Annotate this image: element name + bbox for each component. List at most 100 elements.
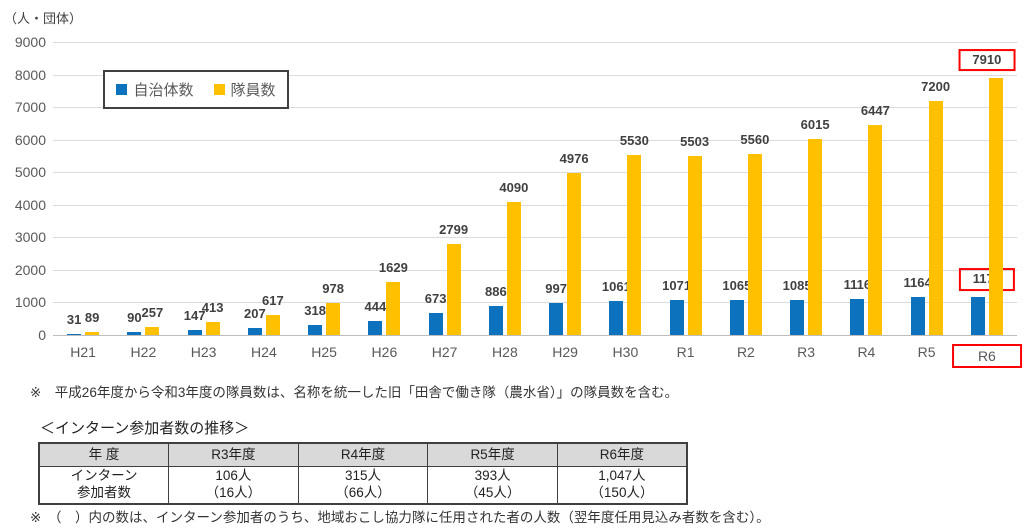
- gridline-8000: [53, 74, 1017, 76]
- y-axis-tick-1000: 1000: [14, 294, 46, 311]
- x-axis-tick-H25: H25: [311, 344, 337, 360]
- bar-label-members-H28: 4090: [499, 179, 529, 195]
- x-axis-tick-H29: H29: [552, 344, 578, 360]
- intern-table-title: ＜インターン参加者数の推移＞: [40, 420, 250, 437]
- gridline-9000: [53, 42, 1017, 43]
- chart-legend: 自治体数 隊員数: [103, 70, 289, 109]
- legend-label-members: 隊員数: [230, 82, 276, 99]
- intern-table-header-r6: R6年度: [556, 442, 688, 467]
- bar-label-members-H21: 89: [84, 310, 100, 326]
- bar-label-members-R3: 6015: [800, 117, 830, 133]
- y-axis-tick-7000: 7000: [14, 99, 46, 116]
- legend-label-municipalities: 自治体数: [133, 82, 194, 99]
- gridline-5000: [53, 172, 1017, 174]
- bar-municipalities-H22: [127, 332, 142, 335]
- bar-label-municipalities-H30: 1061: [601, 278, 631, 294]
- x-axis-tick-H26: H26: [371, 344, 398, 360]
- gridline-7000: [53, 107, 1017, 109]
- bar-members-H22: [145, 326, 160, 335]
- intern-table-cell-r3: 106人 （16人）: [168, 466, 299, 505]
- x-axis-tick-R3: R3: [797, 344, 816, 360]
- bar-members-R6: [988, 77, 1003, 335]
- bar-municipalities-H21: [67, 334, 82, 335]
- bar-municipalities-H29: [549, 302, 564, 335]
- x-axis-tick-R6: R6: [951, 344, 1022, 368]
- bar-label-municipalities-H25: 318: [304, 302, 326, 318]
- intern-table-header-year: 年 度: [38, 442, 170, 467]
- bar-members-H28: [506, 201, 521, 335]
- y-axis-tick-6000: 6000: [14, 131, 46, 148]
- bar-members-H29: [567, 173, 582, 335]
- bar-members-H24: [265, 314, 280, 335]
- bar-label-municipalities-R6: 1176: [958, 267, 1015, 291]
- bar-label-municipalities-R4: 1116: [843, 276, 872, 292]
- bar-label-members-H26: 1629: [378, 260, 408, 276]
- bar-municipalities-R6: [970, 296, 985, 335]
- bar-label-members-R6: 7910: [958, 48, 1016, 72]
- x-axis-tick-H27: H27: [431, 344, 458, 360]
- bar-municipalities-H30: [609, 300, 624, 335]
- intern-table-data-row: インターン 参加者数 106人 （16人） 315人 （66人） 393人 （4…: [38, 466, 688, 505]
- bar-members-R1: [687, 155, 702, 335]
- x-axis-tick-R4: R4: [857, 344, 876, 360]
- y-axis-unit-label: （人・団体）: [4, 11, 83, 26]
- bar-members-H25: [326, 303, 341, 335]
- bar-municipalities-R4: [850, 298, 865, 335]
- x-axis-tick-H30: H30: [612, 344, 639, 360]
- y-axis-tick-5000: 5000: [14, 164, 46, 181]
- intern-table-header-row: 年 度 R3年度 R4年度 R5年度 R6年度: [38, 442, 688, 467]
- x-axis-tick-H28: H28: [492, 344, 518, 360]
- y-axis-tick-9000: 9000: [14, 34, 46, 50]
- bar-label-municipalities-H27: 673: [424, 291, 447, 307]
- bar-label-municipalities-H29: 997: [545, 280, 567, 296]
- x-axis-tick-R2: R2: [736, 344, 755, 360]
- y-axis-tick-3000: 3000: [14, 229, 46, 246]
- bar-label-municipalities-R3: 1085: [782, 277, 812, 293]
- x-axis-tick-H22: H22: [130, 344, 157, 360]
- intern-table-header-r3: R3年度: [168, 442, 299, 467]
- bar-municipalities-H27: [428, 313, 443, 335]
- y-axis-tick-8000: 8000: [14, 66, 46, 83]
- bar-label-members-H29: 4976: [559, 151, 589, 167]
- intern-table-cell-r6: 1,047人 （150人）: [556, 466, 688, 505]
- table-footnote: ※ （ ）内の数は、インターン参加者のうち、地域おこし協力隊に任用された者の人数…: [30, 510, 770, 525]
- gridline-4000: [53, 204, 1017, 206]
- bar-label-municipalities-H24: 207: [244, 306, 266, 322]
- chart-footnote: ※ 平成26年度から令和3年度の隊員数は、名称を統一した旧「田舎で働き隊（農水省…: [30, 385, 679, 400]
- bar-label-municipalities-H21: 31: [66, 312, 82, 328]
- bar-label-members-H30: 5530: [619, 133, 649, 149]
- x-axis-tick-R1: R1: [676, 344, 695, 360]
- gridline-0: [53, 335, 1017, 336]
- legend-item-municipalities: 自治体数: [116, 79, 194, 100]
- intern-table-header-r5: R5年度: [427, 442, 558, 467]
- y-axis-tick-4000: 4000: [14, 196, 46, 213]
- bar-members-R4: [868, 125, 883, 335]
- bar-members-H26: [386, 282, 401, 335]
- bar-label-municipalities-R1: 1071: [662, 278, 692, 294]
- bar-label-members-R2: 5560: [740, 132, 770, 148]
- bar-municipalities-R2: [729, 300, 744, 335]
- gridline-1000: [53, 302, 1017, 304]
- bar-label-members-H25: 978: [322, 281, 344, 297]
- bar-label-municipalities-H28: 886: [485, 284, 507, 300]
- bar-label-municipalities-H26: 444: [364, 298, 387, 314]
- bar-label-municipalities-R2: 1065: [722, 278, 752, 294]
- bar-municipalities-H26: [368, 320, 383, 335]
- bar-municipalities-H24: [247, 328, 262, 335]
- gridline-6000: [53, 139, 1017, 141]
- intern-table-row-label: インターン 参加者数: [38, 466, 170, 505]
- bar-label-members-R4: 6447: [860, 103, 890, 119]
- gridline-3000: [53, 237, 1017, 239]
- bar-members-H30: [627, 155, 642, 335]
- legend-item-members: 隊員数: [213, 79, 276, 100]
- bar-label-members-R5: 7200: [921, 78, 951, 94]
- bar-members-R3: [808, 139, 823, 335]
- bar-municipalities-H25: [308, 324, 323, 335]
- intern-table-cell-r4: 315人 （66人）: [297, 466, 429, 505]
- bar-municipalities-R5: [910, 297, 925, 335]
- bar-members-R2: [747, 154, 762, 335]
- bar-label-members-H27: 2799: [439, 221, 469, 237]
- bar-label-municipalities-H22: 90: [127, 310, 142, 326]
- bar-members-H23: [205, 321, 220, 335]
- bar-municipalities-H23: [187, 330, 202, 335]
